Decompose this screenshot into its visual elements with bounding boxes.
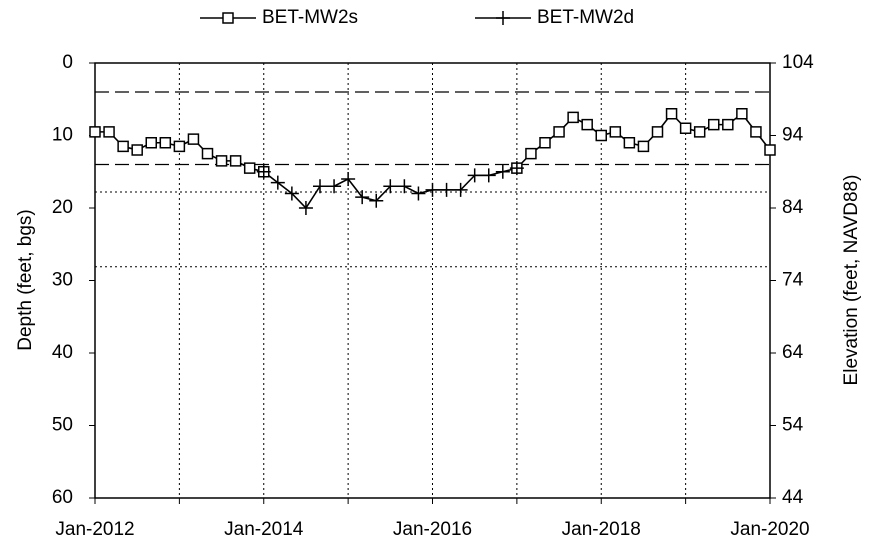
marker bbox=[145, 137, 157, 149]
x-tick-label: Jan-2020 bbox=[730, 519, 809, 540]
marker bbox=[553, 126, 565, 138]
marker bbox=[609, 126, 622, 138]
y-tick-label: 0 bbox=[62, 52, 73, 73]
y-tick-label: 30 bbox=[52, 270, 73, 291]
y2-axis-title: Elevation (feet, NAVD88) bbox=[841, 175, 862, 386]
marker bbox=[313, 179, 327, 194]
legend-label: BET-MW2s bbox=[262, 7, 358, 28]
marker bbox=[764, 144, 776, 156]
marker bbox=[425, 182, 440, 197]
marker bbox=[89, 126, 101, 138]
marker bbox=[131, 144, 143, 156]
marker bbox=[750, 126, 762, 138]
marker bbox=[539, 137, 551, 149]
marker bbox=[679, 122, 692, 134]
marker bbox=[369, 193, 384, 208]
marker bbox=[708, 118, 720, 131]
plot-frame bbox=[94, 62, 771, 499]
y2-tick-label: 104 bbox=[782, 52, 814, 73]
y2-tick-label: 84 bbox=[782, 197, 804, 218]
marker bbox=[495, 164, 510, 179]
y-tick-label: 20 bbox=[52, 197, 73, 218]
marker bbox=[736, 108, 748, 120]
marker bbox=[623, 137, 636, 149]
y2-tick-label: 94 bbox=[782, 125, 804, 146]
y2-tick-label: 54 bbox=[782, 415, 804, 436]
marker bbox=[509, 161, 524, 176]
y-axis-title: Depth (feet, bgs) bbox=[15, 209, 36, 351]
x-tick-label: Jan-2016 bbox=[393, 519, 472, 540]
marker bbox=[270, 175, 285, 190]
marker bbox=[525, 147, 537, 160]
y2-tick-label: 44 bbox=[782, 487, 804, 508]
marker bbox=[665, 108, 678, 120]
marker bbox=[453, 182, 468, 197]
marker bbox=[355, 190, 370, 205]
y-tick-label: 50 bbox=[52, 415, 73, 436]
legend-label: BET-MW2d bbox=[537, 7, 634, 28]
marker bbox=[467, 168, 482, 183]
y-tick-label: 60 bbox=[52, 487, 73, 508]
marker bbox=[411, 186, 426, 201]
marker bbox=[722, 118, 734, 131]
marker bbox=[327, 179, 342, 194]
y2-tick-label: 74 bbox=[782, 270, 804, 291]
marker bbox=[215, 155, 228, 167]
marker bbox=[187, 133, 200, 145]
marker bbox=[159, 137, 172, 149]
marker bbox=[481, 168, 496, 183]
y-tick-label: 10 bbox=[52, 125, 73, 146]
marker bbox=[103, 126, 115, 138]
marker bbox=[439, 182, 454, 197]
marker bbox=[298, 201, 313, 215]
y2-tick-label: 64 bbox=[782, 342, 804, 363]
marker bbox=[581, 118, 593, 131]
marker bbox=[567, 111, 579, 124]
marker bbox=[201, 147, 214, 160]
marker bbox=[651, 126, 664, 138]
marker bbox=[637, 140, 650, 153]
marker bbox=[693, 126, 706, 138]
marker bbox=[341, 172, 356, 186]
x-tick-label: Jan-2018 bbox=[562, 519, 641, 540]
marker bbox=[117, 140, 129, 153]
x-tick-label: Jan-2014 bbox=[224, 519, 304, 540]
legend-marker bbox=[222, 12, 234, 24]
marker bbox=[284, 186, 299, 201]
marker bbox=[595, 129, 607, 142]
legend-marker bbox=[496, 11, 510, 25]
marker bbox=[173, 140, 186, 153]
x-tick-label: Jan-2012 bbox=[55, 519, 134, 540]
y-tick-label: 40 bbox=[52, 342, 73, 363]
marker bbox=[256, 164, 271, 179]
marker bbox=[229, 155, 242, 167]
marker bbox=[397, 179, 412, 194]
marker bbox=[243, 162, 256, 174]
marker bbox=[383, 179, 398, 194]
